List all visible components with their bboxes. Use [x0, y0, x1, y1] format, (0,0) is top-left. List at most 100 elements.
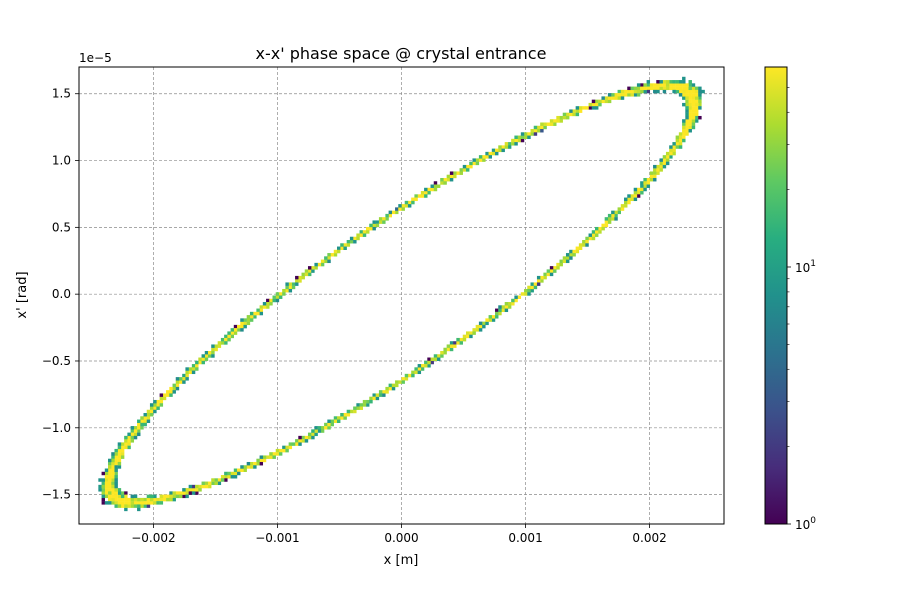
histogram-cell — [640, 89, 644, 94]
histogram-cell — [556, 266, 560, 270]
histogram-cell — [159, 396, 164, 401]
histogram-cell — [259, 455, 264, 459]
histogram-cell — [678, 93, 683, 97]
histogram-cell — [556, 262, 560, 267]
histogram-cell — [646, 80, 651, 84]
histogram-cell — [636, 194, 641, 198]
histogram-cell — [201, 481, 205, 486]
histogram-cell — [362, 399, 367, 404]
histogram-cell — [237, 324, 241, 329]
histogram-cell — [169, 491, 173, 495]
histogram-cell — [453, 344, 457, 348]
histogram-cell — [430, 360, 434, 365]
histogram-cell — [311, 269, 315, 273]
histogram-cell — [553, 122, 557, 126]
histogram-cell — [436, 184, 441, 188]
histogram-cell — [414, 197, 418, 202]
histogram-cell — [172, 386, 176, 391]
histogram-cell — [108, 468, 112, 472]
histogram-cell — [140, 422, 144, 427]
histogram-cell — [691, 102, 696, 107]
histogram-cell — [362, 403, 367, 407]
histogram-cell — [243, 468, 247, 472]
histogram-cell — [159, 497, 164, 502]
plot-background — [79, 67, 724, 524]
histogram-cell — [633, 187, 638, 192]
histogram-cell — [201, 354, 205, 358]
histogram-cell — [327, 419, 331, 423]
histogram-cell — [698, 115, 702, 120]
histogram-cell — [117, 455, 122, 459]
histogram-cell — [114, 465, 118, 469]
histogram-cell — [443, 347, 447, 352]
histogram-cell — [549, 119, 554, 123]
x-axis-label: x [m] — [384, 553, 419, 568]
histogram-cell — [307, 435, 312, 440]
histogram-cell — [185, 370, 189, 375]
histogram-cell — [117, 501, 122, 505]
histogram-cell — [195, 364, 199, 368]
histogram-cell — [104, 471, 109, 476]
histogram-cell — [569, 112, 573, 117]
histogram-cell — [195, 491, 199, 495]
histogram-cell — [114, 475, 118, 479]
histogram-cell — [653, 174, 657, 179]
histogram-cell — [230, 334, 234, 339]
histogram-cell — [140, 504, 144, 508]
histogram-cell — [420, 191, 425, 195]
histogram-cell — [430, 184, 434, 188]
histogram-cell — [604, 96, 609, 100]
histogram-cell — [259, 458, 264, 463]
histogram-cell — [191, 370, 196, 375]
histogram-cell — [324, 256, 328, 260]
histogram-cell — [117, 494, 122, 499]
histogram-cell — [140, 501, 144, 505]
histogram-cell — [114, 455, 118, 459]
histogram-cell — [446, 344, 451, 348]
histogram-cell — [466, 164, 470, 169]
histogram-cell — [120, 491, 125, 495]
histogram-cell — [156, 501, 160, 505]
histogram-cell — [108, 478, 112, 482]
histogram-cell — [656, 83, 660, 87]
histogram-cell — [259, 305, 264, 309]
histogram-cell — [101, 497, 105, 502]
histogram-cell — [698, 99, 702, 104]
histogram-cell — [320, 262, 325, 267]
histogram-cell — [630, 86, 634, 91]
histogram-cell — [536, 275, 541, 280]
histogram-cell — [682, 80, 686, 84]
histogram-cell — [675, 80, 680, 84]
histogram-cell — [601, 96, 605, 100]
histogram-cell — [104, 481, 109, 486]
histogram-cell — [472, 328, 476, 332]
histogram-cell — [143, 422, 147, 427]
histogram-cell — [137, 419, 141, 423]
histogram-cell — [646, 181, 651, 185]
histogram-cell — [382, 217, 386, 221]
histogram-cell — [675, 89, 680, 94]
histogram-cell — [659, 168, 663, 172]
histogram-cell — [262, 305, 267, 309]
histogram-cell — [295, 282, 299, 286]
histogram-cell — [127, 497, 131, 502]
histogram-cell — [398, 207, 402, 211]
histogram-cell — [466, 168, 470, 172]
histogram-cell — [182, 494, 186, 499]
histogram-cell — [382, 220, 386, 224]
histogram-cell — [656, 86, 660, 91]
histogram-cell — [607, 213, 612, 218]
histogram-cell — [366, 226, 370, 231]
histogram-cell — [324, 259, 328, 264]
histogram-cell — [424, 194, 428, 198]
histogram-cell — [407, 200, 412, 205]
histogram-cell — [649, 174, 654, 179]
histogram-cell — [643, 184, 647, 188]
histogram-cell — [527, 285, 531, 290]
histogram-cell — [337, 246, 341, 250]
histogram-cell — [124, 491, 128, 495]
histogram-cell — [469, 161, 473, 166]
histogram-cell — [346, 240, 351, 244]
histogram-cell — [694, 99, 699, 104]
histogram-cell — [137, 422, 141, 427]
